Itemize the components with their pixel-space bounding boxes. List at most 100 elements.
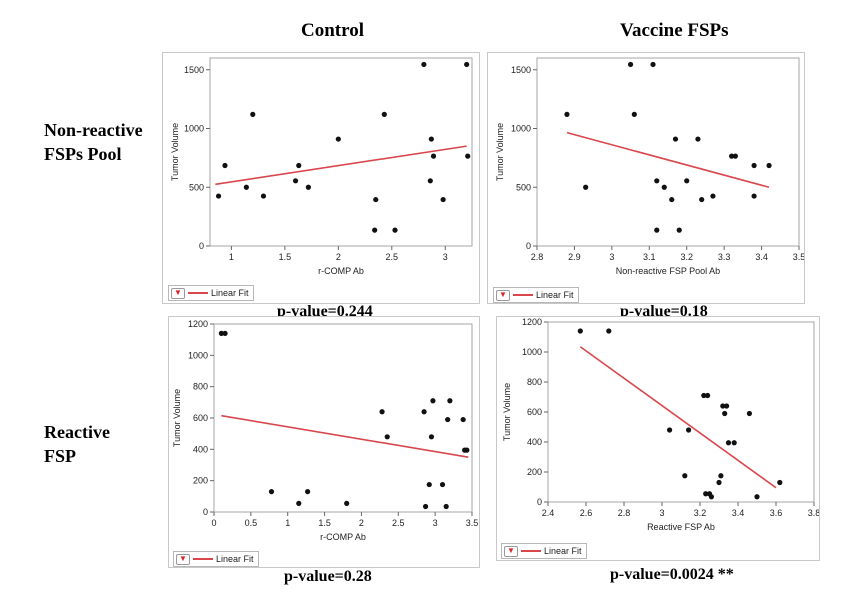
- plot-frame: [209, 57, 473, 247]
- legend-linear-fit[interactable]: ▼ Linear Fit: [173, 551, 259, 567]
- data-point: [439, 481, 446, 488]
- data-point: [296, 500, 302, 506]
- data-point: [732, 153, 738, 159]
- y-tick-label: 200: [527, 467, 542, 477]
- legend-swatch: [193, 558, 213, 560]
- column-header-vaccine-fsps: Vaccine FSPs: [620, 20, 729, 41]
- data-point: [428, 434, 435, 440]
- plot-frame: [547, 321, 815, 503]
- scatter-plot: 0 200 400 600 800 1000 1200 0 0.5 1 1.5 2 2.5 3 3.5 r-C…: [172, 319, 478, 542]
- y-tick-label: 0: [203, 507, 208, 517]
- data-point: [669, 196, 675, 203]
- legend-label: Linear Fit: [216, 554, 254, 564]
- y-tick-label: 600: [527, 407, 542, 417]
- data-point: [372, 227, 378, 233]
- data-point: [392, 227, 398, 233]
- x-tick-label: 2: [359, 518, 364, 528]
- p-value-label: p-value=0.28: [284, 568, 372, 585]
- data-point: [722, 410, 728, 417]
- scatter-panel: 0 500 1000 1500 1 1.5 2 2.5 3 r-COMP Ab Tumor Volu…: [162, 52, 480, 304]
- data-point: [718, 473, 724, 479]
- data-point: [724, 403, 730, 409]
- data-point: [222, 330, 228, 336]
- x-tick-label: 3.1: [643, 252, 656, 262]
- legend-swatch: [188, 292, 208, 294]
- data-point: [661, 184, 667, 190]
- legend-swatch: [521, 550, 541, 552]
- data-point: [686, 427, 692, 433]
- scatter-plot: 0 500 1000 1500 1 1.5 2 2.5 3 r-COMP Ab Tumor Volu…: [170, 57, 473, 276]
- x-tick-label: 2.8: [531, 252, 544, 262]
- data-point: [710, 193, 716, 199]
- x-axis-label: r-COMP Ab: [320, 532, 366, 542]
- x-tick-label: 2.6: [580, 508, 593, 518]
- row-label-line: Non-reactive: [44, 120, 143, 140]
- y-tick-label: 200: [193, 476, 208, 486]
- data-point: [766, 162, 772, 169]
- x-tick-label: 2.5: [386, 252, 399, 262]
- p-value-label: p-value=0.18: [620, 303, 708, 320]
- data-point: [344, 500, 350, 506]
- y-tick-label: 1000: [511, 124, 531, 134]
- data-point: [218, 330, 224, 336]
- data-point: [292, 178, 299, 184]
- data-point: [627, 61, 634, 68]
- y-tick-label: 0: [199, 241, 204, 251]
- data-point: [379, 409, 385, 415]
- legend-linear-fit[interactable]: ▼ Linear Fit: [501, 543, 587, 559]
- legend-linear-fit[interactable]: ▼ Linear Fit: [168, 285, 254, 301]
- data-point: [564, 111, 570, 117]
- x-tick-label: 3.2: [680, 252, 693, 262]
- data-point: [305, 184, 311, 190]
- data-point: [421, 61, 427, 68]
- data-point: [746, 410, 752, 417]
- linear-fit-line: [579, 346, 777, 489]
- data-point: [729, 153, 735, 159]
- y-tick-label: 800: [527, 377, 542, 387]
- x-tick-label: 1.5: [279, 252, 292, 262]
- data-point: [243, 184, 249, 190]
- x-tick-label: 3.4: [732, 508, 745, 518]
- data-point: [583, 184, 589, 190]
- legend-linear-fit[interactable]: ▼ Linear Fit: [493, 287, 579, 303]
- data-point: [222, 162, 228, 169]
- data-point: [464, 61, 470, 68]
- y-tick-label: 500: [516, 182, 531, 192]
- data-point: [682, 473, 688, 479]
- y-tick-label: 500: [189, 182, 204, 192]
- data-point: [631, 111, 637, 117]
- data-point: [430, 398, 436, 404]
- data-point: [577, 328, 583, 334]
- data-point: [428, 136, 434, 142]
- data-point: [695, 136, 701, 142]
- y-axis-label: Tumor Volume: [495, 123, 505, 181]
- x-tick-label: 3: [443, 252, 448, 262]
- data-point: [443, 503, 449, 510]
- data-point: [672, 136, 679, 142]
- linear-fit-line: [566, 131, 770, 189]
- x-tick-label: 0.5: [245, 518, 258, 528]
- data-point: [676, 227, 682, 233]
- chevron-down-icon[interactable]: ▼: [176, 553, 190, 565]
- data-point: [373, 196, 379, 203]
- linear-fit-line: [215, 145, 467, 186]
- y-tick-label: 0: [526, 241, 531, 251]
- chevron-down-icon[interactable]: ▼: [171, 287, 185, 299]
- x-tick-label: 1.5: [318, 518, 331, 528]
- data-point: [296, 162, 302, 169]
- scatter-plot: 0 500 1000 1500 2.8 2.9 3 3.1 3.2 3.3 3.4 3.5 Non-re…: [495, 57, 805, 276]
- y-tick-label: 1500: [184, 65, 204, 75]
- plot-frame: [536, 57, 800, 247]
- plot-frame: [213, 323, 473, 513]
- legend-label: Linear Fit: [536, 290, 574, 300]
- data-point: [708, 494, 714, 500]
- p-value-label: p-value=0.244: [277, 303, 373, 320]
- chevron-down-icon[interactable]: ▼: [496, 289, 510, 301]
- y-axis-label: Tumor Volume: [172, 389, 182, 447]
- x-tick-label: 3.5: [793, 252, 805, 262]
- data-point: [654, 178, 660, 184]
- row-label-reactive: Reactive FSP: [44, 420, 110, 468]
- x-tick-label: 2.8: [618, 508, 631, 518]
- data-point: [725, 440, 732, 446]
- chevron-down-icon[interactable]: ▼: [504, 545, 518, 557]
